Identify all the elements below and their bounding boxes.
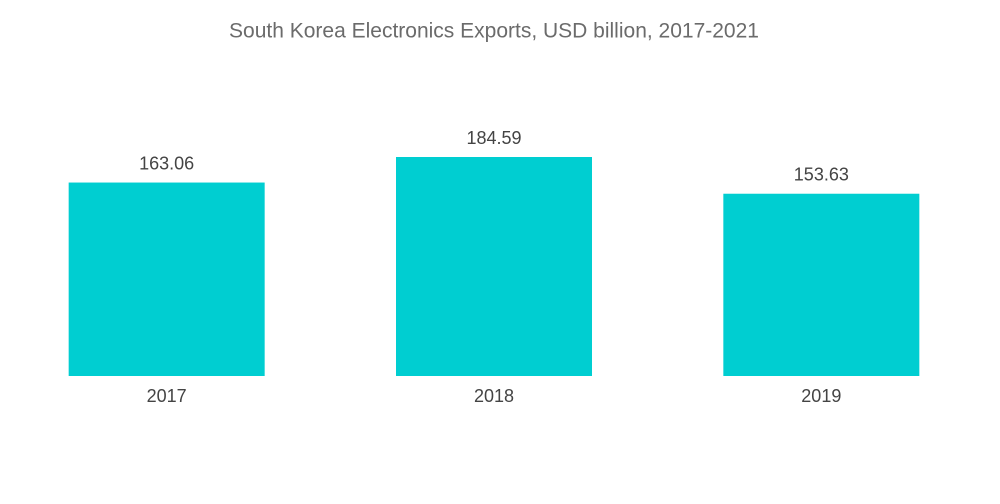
- x-tick-label: 2017: [147, 386, 187, 406]
- bar: [68, 182, 265, 376]
- x-tick-label: 2018: [474, 386, 514, 406]
- value-label: 184.59: [466, 128, 521, 148]
- bar: [723, 193, 920, 376]
- value-label: 163.06: [139, 153, 194, 173]
- x-tick-label: 2019: [801, 386, 841, 406]
- chart-title: South Korea Electronics Exports, USD bil…: [229, 20, 759, 43]
- bar: [396, 157, 592, 376]
- value-label: 153.63: [794, 164, 849, 184]
